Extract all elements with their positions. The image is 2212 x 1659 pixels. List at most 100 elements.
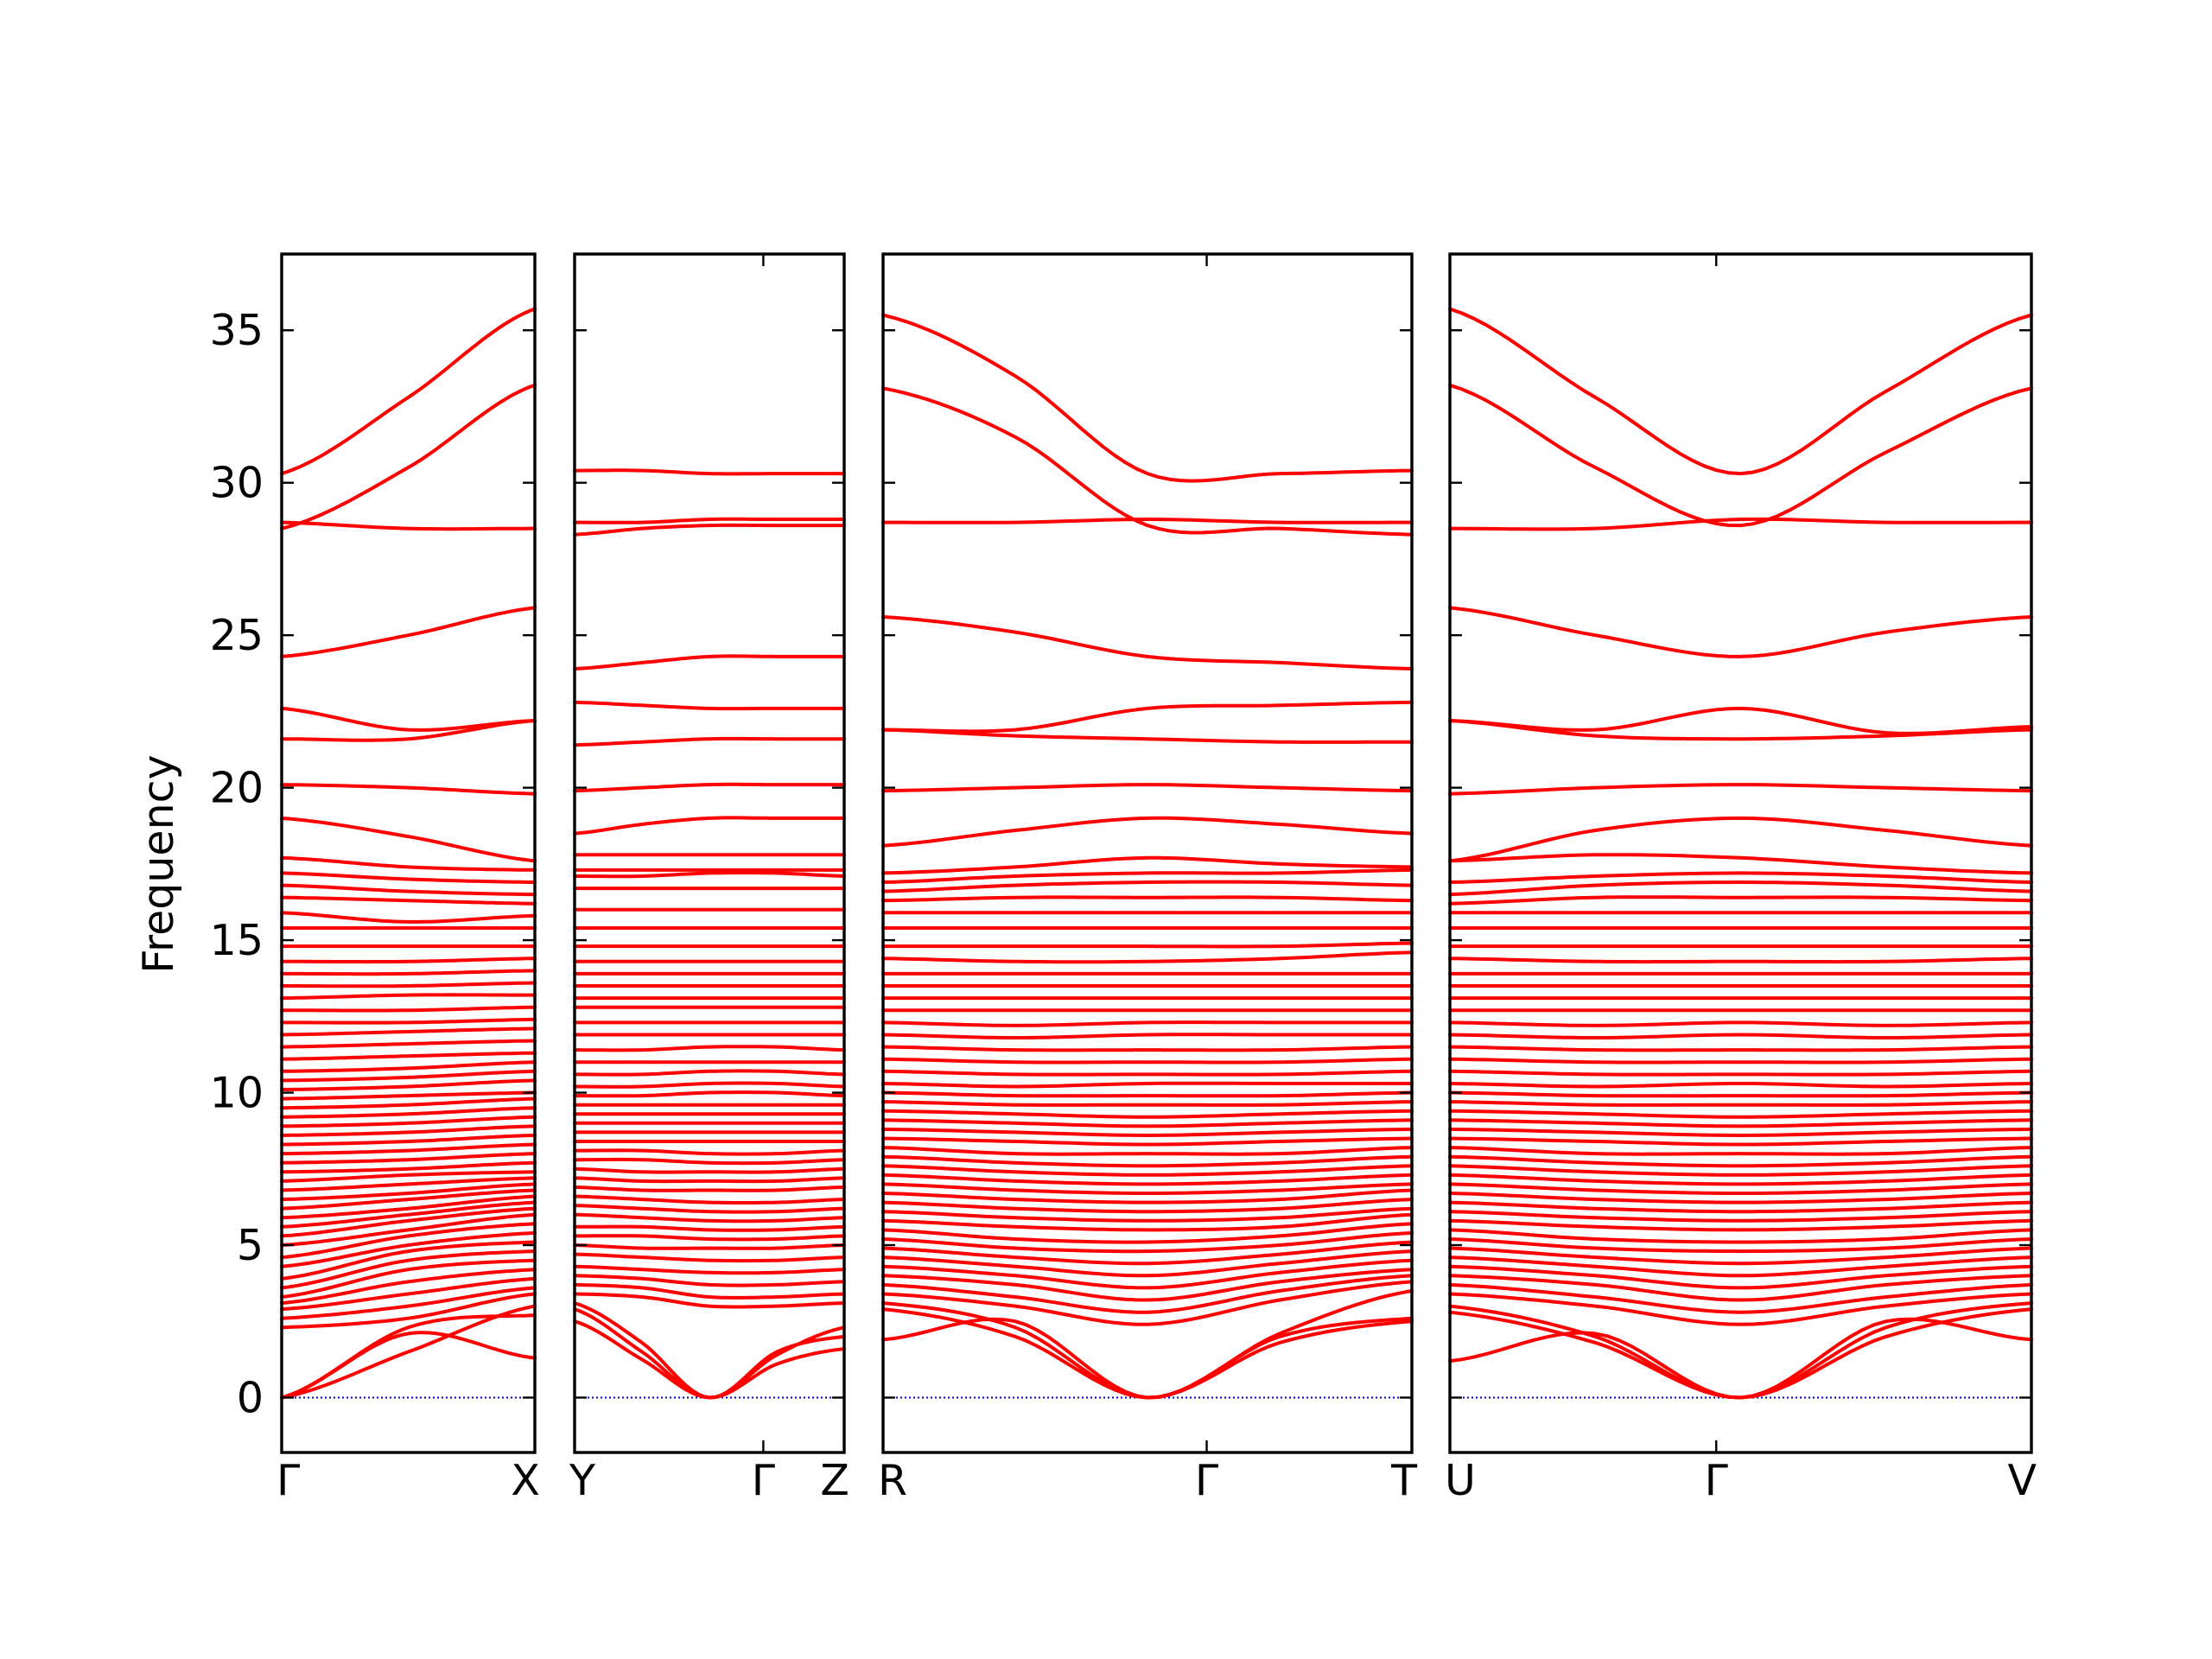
band-0-13	[280, 1206, 537, 1238]
band-3-41	[1448, 880, 2033, 897]
band-3-51	[1448, 307, 2033, 476]
band-3-36	[1448, 957, 2033, 964]
band-3-26	[1448, 1082, 2033, 1089]
x-tick-label: R	[878, 1456, 907, 1505]
band-3-30	[1448, 1033, 2033, 1039]
band-0-48	[280, 816, 537, 863]
x-tick-label: Y	[569, 1456, 596, 1505]
x-tick-label: X	[511, 1456, 540, 1505]
band-2-37	[881, 941, 1414, 949]
band-3-11	[1448, 1218, 2033, 1232]
band-3-45	[1448, 783, 2033, 796]
band-3-17	[1448, 1164, 2033, 1177]
band-3-47	[1448, 719, 2033, 741]
band-0-20	[280, 1160, 537, 1174]
band-1-12	[573, 1204, 846, 1214]
band-2-16	[881, 1173, 1414, 1186]
band-2-4	[881, 1274, 1414, 1314]
band-2-50	[881, 386, 1414, 537]
y-tick-label: 30	[210, 459, 264, 508]
band-1-48	[573, 523, 846, 537]
band-0-9	[280, 1240, 537, 1281]
panel-frame	[881, 252, 1414, 1454]
band-3-24	[1448, 1100, 2033, 1107]
band-0-51	[280, 706, 537, 732]
band-0-43	[280, 911, 537, 924]
y-tick-label: 20	[210, 764, 264, 813]
x-tick-label: Γ	[1705, 1456, 1729, 1505]
x-tick-label: Γ	[752, 1456, 776, 1505]
band-0-12	[280, 1212, 537, 1247]
band-2-20	[881, 1136, 1414, 1147]
band-1-44	[573, 782, 846, 793]
band-2-47	[881, 728, 1414, 744]
band-2-44	[881, 816, 1414, 848]
band-3-25	[1448, 1090, 2033, 1098]
band-0-11	[280, 1222, 537, 1260]
band-3-10	[1448, 1228, 2033, 1244]
band-2-23	[881, 1109, 1414, 1119]
band-3-19	[1448, 1146, 2033, 1156]
band-0-39	[280, 969, 537, 976]
band-1-5	[573, 1274, 846, 1287]
band-0-22	[280, 1142, 537, 1156]
band-3-21	[1448, 1127, 2033, 1137]
band-3-8	[1448, 1246, 2033, 1266]
band-1-13	[573, 1194, 846, 1205]
x-tick-label: Γ	[1195, 1456, 1219, 1505]
band-2-46	[881, 700, 1414, 734]
band-1-45	[573, 736, 846, 747]
band-2-21	[881, 1127, 1414, 1137]
band-2-51	[881, 313, 1414, 483]
band-1-25	[573, 1081, 846, 1089]
panel-frame	[1448, 252, 2033, 1454]
band-2-27	[881, 1069, 1414, 1077]
band-0-45	[280, 883, 537, 897]
band-3-15	[1448, 1182, 2033, 1195]
band-0-15	[280, 1194, 537, 1220]
band-2-31	[881, 1020, 1414, 1027]
y-tick-label: 5	[237, 1221, 264, 1270]
band-1-7	[573, 1252, 846, 1263]
band-0-50	[280, 719, 537, 742]
band-2-5	[881, 1268, 1414, 1302]
band-0-18	[280, 1176, 537, 1192]
band-0-38	[280, 981, 537, 988]
band-3-12	[1448, 1210, 2033, 1223]
band-0-53	[280, 520, 537, 531]
band-3-7	[1448, 1255, 2033, 1278]
band-2-17	[881, 1164, 1414, 1177]
band-2-1	[881, 1307, 1414, 1400]
band-2-24	[881, 1100, 1414, 1107]
band-3-31	[1448, 1020, 2033, 1027]
x-tick-label: V	[2007, 1456, 2037, 1505]
band-1-10	[573, 1224, 846, 1232]
band-0-47	[280, 855, 537, 872]
band-2-19	[881, 1146, 1414, 1156]
band-3-27	[1448, 1069, 2033, 1077]
band-3-29	[1448, 1045, 2033, 1052]
band-1-16	[573, 1166, 846, 1174]
band-2-13	[881, 1198, 1414, 1214]
y-tick-label: 15	[210, 916, 264, 965]
band-0-5	[280, 1276, 537, 1312]
band-1-2	[573, 1301, 846, 1400]
band-0-30	[280, 1069, 537, 1083]
band-3-22	[1448, 1118, 2033, 1128]
band-0-31	[280, 1060, 537, 1073]
band-2-36	[881, 950, 1414, 964]
band-0-3	[280, 1292, 537, 1330]
band-3-18	[1448, 1154, 2033, 1168]
y-tick-labels: 0 5 10 15 20 25 30 35	[210, 306, 264, 1422]
band-2-28	[881, 1057, 1414, 1065]
band-3-13	[1448, 1200, 2033, 1214]
band-3-3	[1448, 1292, 2033, 1326]
band-2-3	[881, 1280, 1414, 1326]
panel-frame	[573, 252, 846, 1454]
y-tick-label: 10	[210, 1069, 264, 1118]
